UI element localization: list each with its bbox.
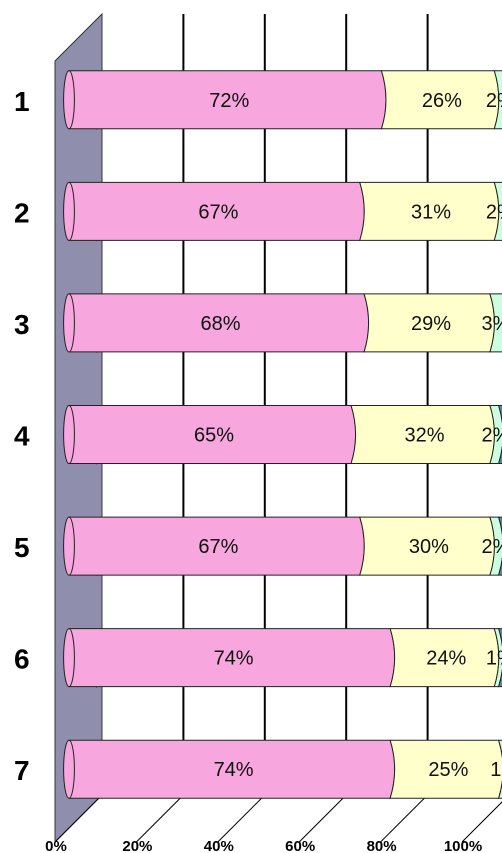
- data-label: 68%: [201, 313, 241, 335]
- category-label: 5: [14, 532, 30, 563]
- data-label: 3%: [482, 313, 502, 335]
- category-label: 1: [14, 86, 30, 117]
- floor-line: [461, 801, 502, 843]
- x-tick-label: 0%: [45, 838, 67, 853]
- bar-segment: [493, 181, 502, 241]
- x-tick-label: 100%: [444, 838, 482, 853]
- bar-cap: [63, 181, 75, 241]
- floor-line: [380, 794, 428, 843]
- category-label: 4: [14, 421, 30, 452]
- x-tick-label: 40%: [204, 838, 234, 853]
- chart-bars: [63, 70, 502, 799]
- bar-cap: [63, 405, 75, 464]
- data-label: 72%: [209, 90, 249, 112]
- data-label: 32%: [405, 425, 445, 447]
- bar-cap: [63, 739, 75, 799]
- data-label: 24%: [426, 648, 466, 670]
- data-label: 30%: [409, 536, 449, 558]
- floor-line: [54, 794, 103, 843]
- category-label: 7: [14, 755, 30, 786]
- data-label: 25%: [428, 759, 468, 781]
- data-label: 67%: [198, 201, 238, 223]
- floor-line: [136, 794, 184, 843]
- data-label: 1%: [490, 759, 502, 781]
- category-label: 3: [14, 309, 30, 340]
- data-label: 2%: [486, 201, 502, 223]
- data-label: 2%: [482, 425, 502, 447]
- bar-cap: [63, 70, 75, 130]
- data-label: 65%: [194, 425, 234, 447]
- data-label: 1%: [486, 648, 502, 670]
- chart-floor: [54, 794, 502, 843]
- data-label: 31%: [411, 201, 451, 223]
- category-label: 6: [14, 644, 30, 675]
- data-label: 29%: [411, 313, 451, 335]
- data-label: 67%: [198, 536, 238, 558]
- category-label: 2: [14, 197, 30, 228]
- bar-cap: [63, 293, 75, 353]
- x-tick-label: 20%: [122, 838, 152, 853]
- floor-line: [298, 794, 347, 843]
- chart-text: 72%26%2%167%31%2%268%29%3%365%32%2%467%3…: [14, 86, 502, 853]
- bar-segment: [493, 70, 502, 130]
- bar-segment: [489, 293, 502, 353]
- x-tick-label: 80%: [367, 838, 397, 853]
- data-label: 74%: [214, 648, 254, 670]
- data-label: 26%: [422, 90, 462, 112]
- x-tick-label: 60%: [285, 838, 315, 853]
- floor-line: [217, 794, 266, 843]
- bar-cap: [63, 628, 75, 688]
- data-label: 74%: [214, 759, 254, 781]
- data-label: 2%: [486, 90, 502, 112]
- bar-cap: [63, 516, 75, 576]
- data-label: 2%: [482, 536, 502, 558]
